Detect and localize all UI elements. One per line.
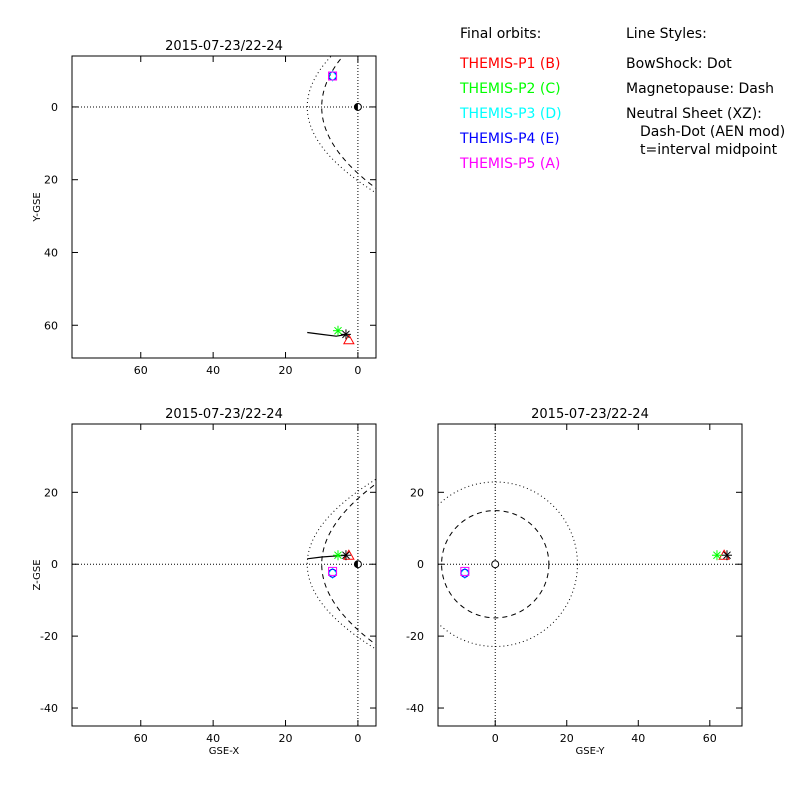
legend-style-magnetopause: Magnetopause: Dash: [626, 81, 775, 97]
x-axis-label: GSE-X: [209, 746, 240, 757]
marker-themis-p5-a-: [460, 566, 470, 576]
marker-themis-p5-a-: [328, 566, 338, 576]
orbits-heading: Final orbits:: [460, 26, 542, 42]
magnetopause-curve: [321, 483, 376, 646]
marker-themis-p2-c-: [711, 550, 722, 561]
earth-night-icon: [354, 560, 358, 568]
legend-probe-p1: THEMIS-P1 (B): [460, 56, 561, 72]
marker-themis-p2-c--stroke: [713, 551, 721, 560]
orbit-end-stroke: [342, 330, 350, 339]
x-tick-label: 40: [206, 732, 220, 745]
legend-probe-p3: THEMIS-P3 (D): [460, 106, 562, 122]
orbit-end-marker: [340, 550, 351, 561]
orbit-end-stroke: [723, 551, 731, 560]
y-tick-label: 0: [417, 558, 424, 571]
y-axis-label: Z-GSE: [32, 559, 43, 590]
earth-icon: [491, 560, 500, 569]
marker-themis-p5-a-: [328, 71, 338, 81]
y-tick-label: -20: [40, 630, 58, 643]
plot-title: 2015-07-23/22-24: [165, 39, 283, 54]
x-tick-label: 20: [279, 732, 293, 745]
legend-style-dashdot: Dash-Dot (AEN mod): [640, 124, 786, 140]
marker-themis-p3-d-: [327, 567, 338, 580]
legend-probe-p2: THEMIS-P2 (C): [460, 81, 561, 97]
plot-frame: [437, 423, 743, 727]
legend-probe-p4: THEMIS-P4 (E): [460, 131, 560, 147]
x-tick-label: 0: [354, 732, 361, 745]
earth-night-icon: [354, 103, 358, 111]
bowshock-curve: [306, 56, 376, 194]
xz-panel: 2015-07-23/22-24 60 40 20 0 20 0 -20 -40 GSE-X Z-G…: [32, 407, 377, 757]
legend-probe-p5: THEMIS-P5 (A): [460, 156, 561, 172]
y-tick-label: 0: [51, 101, 58, 114]
y-tick-label: 20: [44, 174, 58, 187]
plot-frame: [71, 423, 377, 727]
plot-area: [72, 424, 376, 726]
marker-themis-p4-e-: [328, 568, 338, 578]
orbit-end-stroke: [342, 551, 350, 560]
y-tick-label: 40: [44, 246, 58, 259]
marker-themis-p3-d-: [327, 70, 338, 82]
x-tick-label: 60: [703, 732, 717, 745]
styles-heading: Line Styles:: [626, 26, 707, 42]
marker-themis-p4-e-: [460, 568, 470, 578]
x-tick-label: 0: [354, 364, 361, 377]
y-tick-label: 60: [44, 319, 58, 332]
x-tick-label: 60: [134, 364, 148, 377]
marker-themis-p2-c-: [333, 325, 343, 336]
plot-title: 2015-07-23/22-24: [531, 407, 649, 422]
y-tick-label: 20: [410, 486, 424, 499]
marker-themis-p2-c--stroke: [334, 551, 342, 560]
orbit-path: [307, 331, 348, 337]
marker-themis-p3-d-: [460, 567, 470, 580]
bowshock-curve: [438, 481, 578, 647]
x-tick-label: 60: [134, 732, 148, 745]
x-tick-label: 20: [279, 364, 293, 377]
marker-themis-p1-b-: [343, 333, 355, 345]
y-tick-label: 0: [51, 558, 58, 571]
x-tick-label: 40: [631, 732, 645, 745]
legend-style-bowshock: BowShock: Dot: [626, 56, 732, 72]
y-tick-label: 20: [44, 486, 58, 499]
plot-frame: [71, 55, 377, 359]
y-tick-label: -40: [40, 702, 58, 715]
plot-title: 2015-07-23/22-24: [165, 407, 283, 422]
xy-panel: 2015-07-23/22-24 60 40 20 0 0 20 40 60 Y-GSE: [32, 39, 377, 377]
y-tick-label: -40: [406, 702, 424, 715]
y-tick-label: -20: [406, 630, 424, 643]
legend-style-midpoint: t=interval midpoint: [640, 142, 778, 158]
plot-area: [72, 56, 376, 358]
magnetopause-curve: [441, 510, 550, 619]
yz-panel: 2015-07-23/22-24 0 20 40 60 20 0 -20 -40 GSE-Y: [406, 407, 743, 757]
x-axis-label: GSE-Y: [576, 746, 606, 757]
x-tick-label: 0: [492, 732, 499, 745]
legend-style-neutral-sheet: Neutral Sheet (XZ):: [626, 106, 762, 122]
orbit-end-marker: [340, 329, 351, 340]
y-axis-label: Y-GSE: [32, 192, 43, 222]
orbit-end-marker: [721, 550, 732, 561]
x-tick-label: 40: [206, 364, 220, 377]
plot-area: [438, 424, 742, 726]
marker-themis-p2-c--stroke: [334, 326, 342, 335]
x-tick-label: 20: [560, 732, 574, 745]
